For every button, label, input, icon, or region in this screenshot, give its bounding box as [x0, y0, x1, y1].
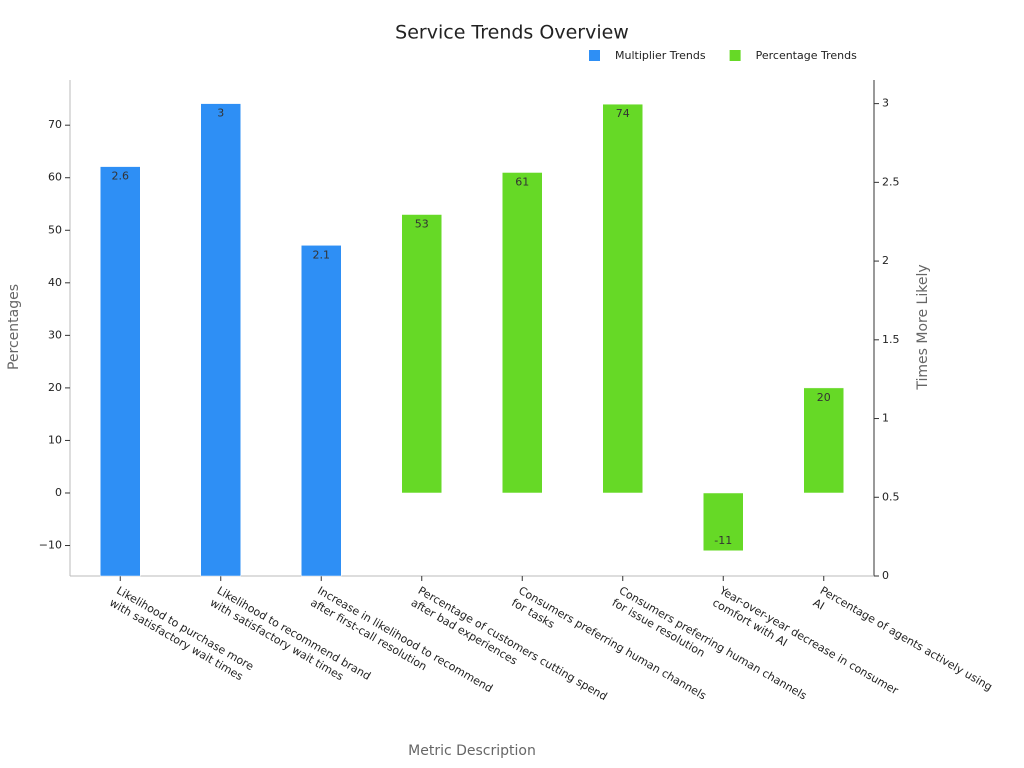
bar	[100, 166, 141, 577]
value-label: 61	[515, 175, 529, 188]
x-tick-label: Percentage of customers cutting spendaft…	[409, 584, 610, 715]
legend-label: Percentage Trends	[756, 49, 857, 62]
x-tick-label: Consumers preferring human channelsfor i…	[610, 584, 809, 715]
value-label: 74	[616, 107, 630, 120]
y-tick-label: 60	[48, 171, 62, 184]
y-tick-label: −10	[39, 539, 62, 552]
x-tick-label: Consumers preferring human channelsfor t…	[509, 584, 708, 715]
y-tick-label: 70	[48, 118, 62, 131]
y2-axis-title: Times More Likely	[915, 264, 931, 390]
legend-swatch	[589, 50, 600, 61]
value-label: 53	[415, 218, 429, 231]
y-tick-label: 20	[48, 381, 62, 394]
y2-tick-label: 1.5	[882, 333, 900, 346]
legend-swatch	[729, 50, 741, 61]
y-tick-label: 10	[48, 433, 62, 446]
value-label: -11	[714, 534, 732, 547]
value-label: 2.1	[313, 248, 331, 261]
bar	[502, 172, 543, 494]
y2-tick-label: 1	[882, 412, 889, 425]
y2-tick-label: 3	[882, 97, 889, 110]
y2-tick-label: 0.5	[882, 490, 900, 503]
y-tick-label: 0	[55, 486, 62, 499]
y-tick-label: 50	[48, 223, 62, 236]
y-tick-label: 40	[48, 276, 62, 289]
y2-tick-label: 0	[882, 569, 889, 582]
bar	[803, 387, 844, 494]
legend-label: Multiplier Trends	[615, 49, 706, 62]
y-axis-title: Percentages	[6, 284, 22, 370]
y2-tick-label: 2	[882, 254, 889, 267]
bar	[200, 103, 241, 577]
bar	[602, 103, 643, 494]
x-axis-title: Metric Description	[408, 743, 536, 759]
y-tick-label: 30	[48, 328, 62, 341]
bar	[301, 245, 342, 577]
value-label: 3	[217, 107, 224, 120]
x-tick-label: Percentage of agents actively usingAI	[811, 584, 995, 706]
bar	[401, 214, 442, 494]
value-label: 20	[817, 391, 831, 404]
bar	[703, 492, 744, 552]
y2-tick-label: 2.5	[882, 175, 900, 188]
x-tick-label-line: Year-over-year decrease in consumer	[716, 583, 900, 697]
x-tick-label: Increase in likelihood to recommendafter…	[308, 584, 495, 707]
x-tick-label-line: Percentage of agents actively using	[818, 584, 995, 694]
chart-title: Service Trends Overview	[395, 22, 629, 44]
value-label: 2.6	[112, 170, 130, 183]
